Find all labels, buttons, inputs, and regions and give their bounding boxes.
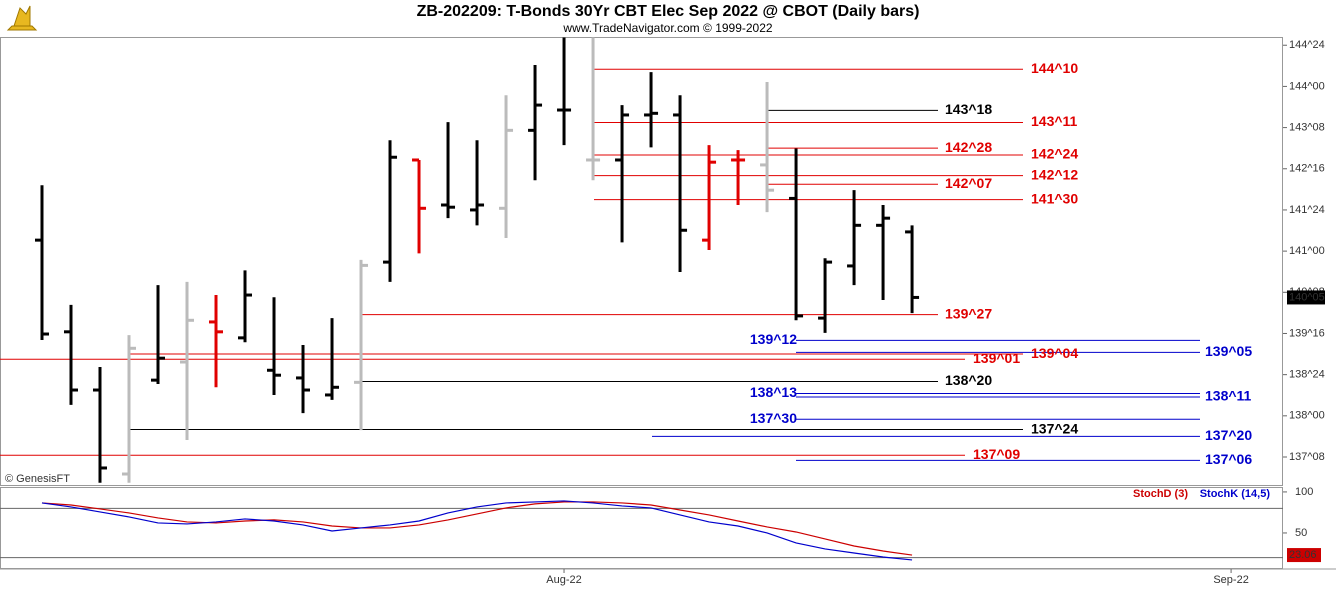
y-tick-label: 138^24 bbox=[1289, 369, 1325, 381]
level-label: 139^04 bbox=[1031, 345, 1078, 361]
last-value-label: 23.06 bbox=[1289, 549, 1317, 561]
level-label: 138^13 bbox=[750, 384, 797, 400]
level-label: 137^09 bbox=[973, 446, 1020, 462]
chart-title: ZB-202209: T-Bonds 30Yr CBT Elec Sep 202… bbox=[417, 3, 920, 20]
level-label: 137^06 bbox=[1205, 451, 1252, 467]
level-label: 139^27 bbox=[945, 305, 992, 321]
level-label: 142^24 bbox=[1031, 146, 1078, 162]
y-tick-label: 143^08 bbox=[1289, 121, 1325, 133]
level-label: 139^12 bbox=[750, 331, 797, 347]
level-label: 139^05 bbox=[1205, 343, 1252, 359]
level-label: 143^18 bbox=[945, 101, 992, 117]
stoch-line bbox=[41, 501, 913, 556]
legend-entry: StochD (3) bbox=[1133, 488, 1188, 500]
last-value-box bbox=[1287, 548, 1321, 563]
level-label: 137^24 bbox=[1031, 420, 1078, 436]
y-tick-label: 142^16 bbox=[1289, 163, 1325, 175]
level-label: 137^30 bbox=[750, 410, 797, 426]
last-price-box bbox=[1287, 290, 1325, 305]
y-tick-label: 100 bbox=[1295, 486, 1313, 498]
level-label: 142^07 bbox=[945, 175, 992, 191]
legend-entry: StochK (14,5) bbox=[1200, 488, 1271, 500]
level-label: 138^20 bbox=[945, 372, 992, 388]
last-price-label: 140^05 bbox=[1289, 291, 1325, 303]
level-label: 143^11 bbox=[1031, 113, 1078, 129]
y-tick-label: 137^08 bbox=[1289, 451, 1325, 463]
logo bbox=[6, 5, 38, 31]
chart-subtitle: www.TradeNavigator.com © 1999-2022 bbox=[562, 21, 772, 35]
level-label: 137^20 bbox=[1205, 427, 1252, 443]
y-tick-label: 50 bbox=[1295, 527, 1307, 539]
price-panel bbox=[0, 37, 1283, 486]
y-tick-label: 138^00 bbox=[1289, 410, 1325, 422]
y-tick-label: 144^00 bbox=[1289, 80, 1325, 92]
x-tick-label: Aug-22 bbox=[546, 574, 581, 586]
y-tick-label: 141^24 bbox=[1289, 204, 1325, 216]
y-tick-label: 139^16 bbox=[1289, 327, 1325, 339]
level-label: 139^01 bbox=[973, 350, 1020, 366]
level-label: 141^30 bbox=[1031, 190, 1078, 206]
credit: © GenesisFT bbox=[5, 473, 70, 485]
level-label: 144^10 bbox=[1031, 60, 1078, 76]
y-tick-label: 141^00 bbox=[1289, 245, 1325, 257]
x-tick-label: Sep-22 bbox=[1213, 574, 1248, 586]
y-tick-label: 144^24 bbox=[1289, 39, 1325, 51]
level-label: 142^28 bbox=[945, 139, 992, 155]
level-label: 138^11 bbox=[1205, 388, 1252, 404]
stoch-line bbox=[41, 500, 913, 561]
level-label: 142^12 bbox=[1031, 166, 1078, 182]
